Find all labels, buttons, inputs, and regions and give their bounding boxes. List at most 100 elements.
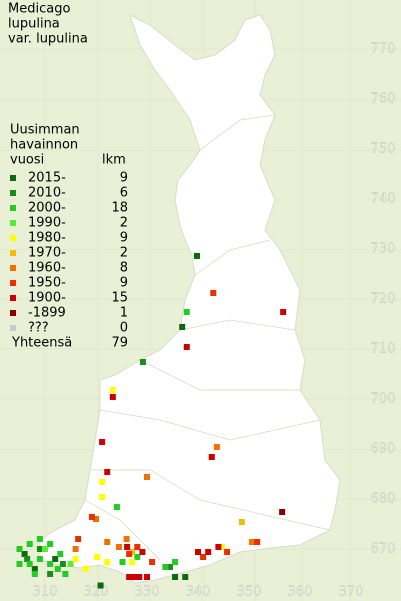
- legend-label: 1900-: [28, 291, 66, 306]
- legend-count: 18: [111, 201, 128, 216]
- legend-count: 2: [120, 216, 128, 231]
- observation: [31, 571, 38, 577]
- observation: [31, 566, 38, 572]
- observation: [139, 359, 146, 365]
- observation: [218, 544, 225, 550]
- x-tick-label: 340: [186, 585, 211, 600]
- observation: [26, 541, 33, 547]
- legend-label: 1960-: [28, 261, 66, 276]
- observation: [205, 549, 212, 555]
- legend-count: 8: [120, 261, 128, 276]
- legend-heading: Uusimman: [10, 123, 80, 138]
- observation: [47, 561, 54, 567]
- observation: [52, 556, 59, 562]
- y-tick-label: 730: [371, 242, 396, 257]
- observation: [182, 574, 189, 580]
- x-tick-label: 360: [288, 585, 313, 600]
- observation: [82, 566, 89, 572]
- observation: [26, 561, 33, 567]
- observation: [193, 253, 200, 259]
- observation: [134, 554, 141, 560]
- legend-swatch: [10, 220, 16, 226]
- legend-label: ???: [28, 321, 49, 336]
- observation: [238, 519, 245, 525]
- observation: [179, 324, 186, 330]
- y-tick-label: 670: [371, 542, 396, 557]
- y-tick-label: 720: [371, 292, 396, 307]
- observation: [166, 564, 173, 570]
- observation: [109, 394, 116, 400]
- observation: [16, 561, 23, 567]
- x-tick-label: 350: [237, 585, 262, 600]
- observation: [200, 554, 207, 560]
- y-tick-label: 760: [371, 92, 396, 107]
- legend-swatch: [10, 235, 16, 241]
- observation: [104, 539, 111, 545]
- x-tick-label: 310: [33, 585, 58, 600]
- legend-heading: havainnon: [10, 138, 78, 153]
- observation: [172, 559, 179, 565]
- observation: [75, 536, 82, 542]
- legend-swatch: [10, 175, 16, 181]
- observation: [99, 494, 106, 500]
- observation: [36, 556, 43, 562]
- total-count: 79: [111, 336, 128, 351]
- legend-count: 2: [120, 246, 128, 261]
- legend-label: 1970-: [28, 246, 66, 261]
- observation: [104, 559, 111, 565]
- x-tick-label: 370: [339, 585, 364, 600]
- y-tick-label: 690: [371, 442, 396, 457]
- observation: [115, 544, 122, 550]
- observation: [123, 536, 130, 542]
- title-line: Medicago: [8, 2, 70, 17]
- observation: [47, 541, 54, 547]
- y-tick-label: 680: [371, 492, 396, 507]
- observation: [136, 574, 143, 580]
- observation: [109, 387, 116, 393]
- observation: [172, 574, 179, 580]
- observation: [88, 514, 95, 520]
- observation: [42, 546, 48, 552]
- observation: [129, 549, 136, 555]
- observation: [54, 566, 61, 572]
- legend-count: 0: [120, 321, 128, 336]
- y-tick-label: 710: [371, 342, 396, 357]
- observations: [16, 253, 287, 589]
- y-tick-label: 700: [371, 392, 396, 407]
- observation: [224, 549, 231, 555]
- observation: [36, 536, 43, 542]
- observation: [93, 516, 99, 522]
- observation: [279, 509, 286, 515]
- count-heading: lkm: [102, 153, 126, 168]
- observation: [47, 571, 54, 577]
- observation: [126, 574, 133, 580]
- legend-swatch: [10, 280, 16, 286]
- observation: [215, 544, 222, 550]
- legend-label: 2015-: [28, 171, 66, 186]
- legend-heading: vuosi: [10, 153, 44, 168]
- legend-label: -1899: [28, 306, 66, 321]
- observation: [99, 439, 106, 445]
- y-tick-label: 740: [371, 192, 396, 207]
- observation: [134, 544, 141, 550]
- observation: [59, 561, 66, 567]
- observation: [57, 551, 64, 557]
- legend-label: 1980-: [28, 231, 66, 246]
- observation: [67, 561, 74, 567]
- observation: [195, 549, 201, 555]
- observation: [99, 479, 106, 485]
- observation: [97, 582, 104, 589]
- observation: [16, 546, 23, 552]
- legend-count: 15: [111, 291, 128, 306]
- observation: [162, 564, 169, 570]
- observation: [149, 559, 156, 565]
- observation: [104, 469, 111, 475]
- legend-label: 1950-: [28, 276, 66, 291]
- observation: [119, 559, 126, 565]
- observation: [144, 574, 150, 580]
- region-borders: [84, 114, 331, 561]
- observation: [139, 549, 146, 555]
